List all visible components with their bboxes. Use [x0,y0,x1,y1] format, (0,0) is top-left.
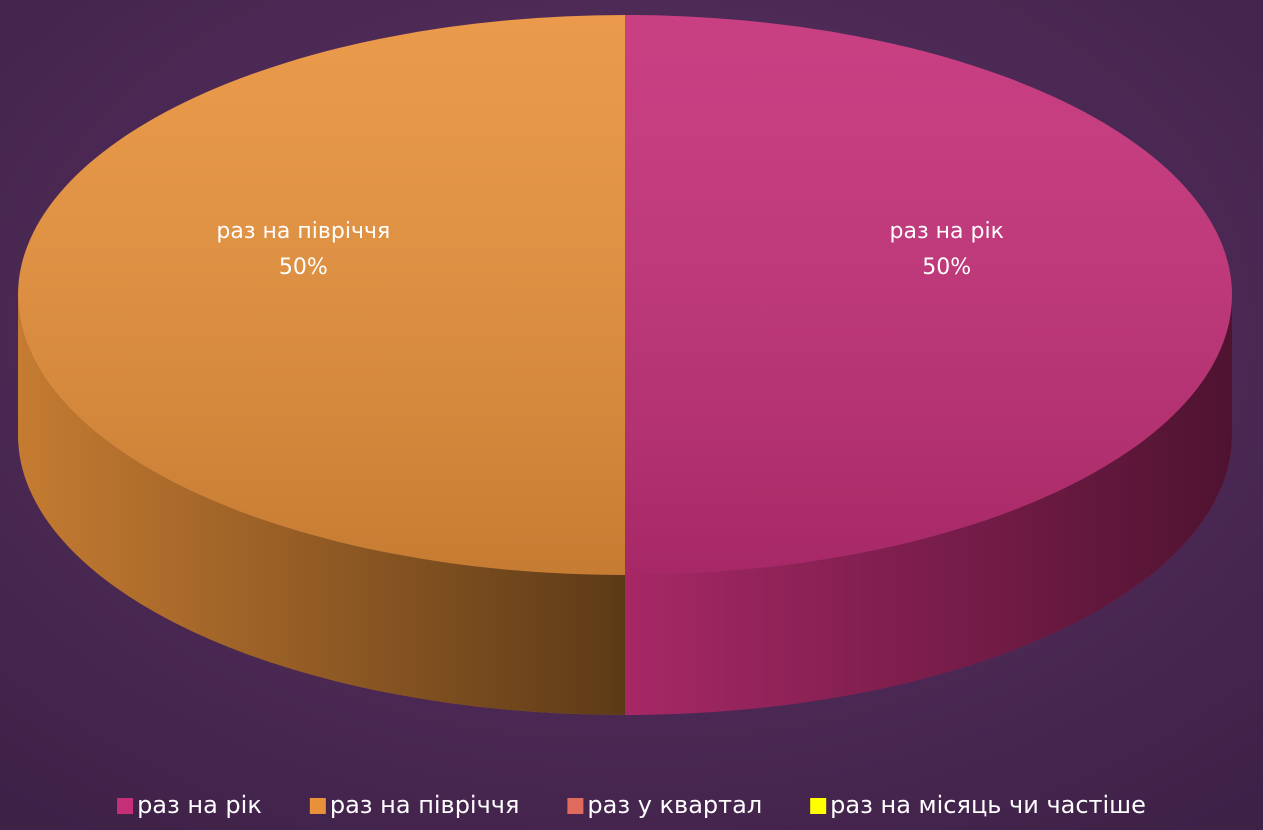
slice-side-shade [18,295,625,715]
slice-shade [625,15,1232,575]
legend-label: раз у квартал [587,791,762,819]
slice-side-shade [625,295,1232,715]
data-label-value: 50% [279,255,328,280]
slice-shade [18,15,625,575]
data-label-value: 50% [922,255,971,280]
legend-swatch [117,798,134,814]
legend-swatch [567,798,584,814]
legend-label: раз на рік [137,791,262,819]
data-label-category: раз на півріччя [216,219,390,244]
legend-swatch [810,798,827,814]
legend-label: раз на місяць чи частіше [830,791,1146,819]
data-label-category: раз на рік [890,219,1004,244]
legend-label: раз на півріччя [330,791,520,819]
legend-swatch [309,798,326,814]
